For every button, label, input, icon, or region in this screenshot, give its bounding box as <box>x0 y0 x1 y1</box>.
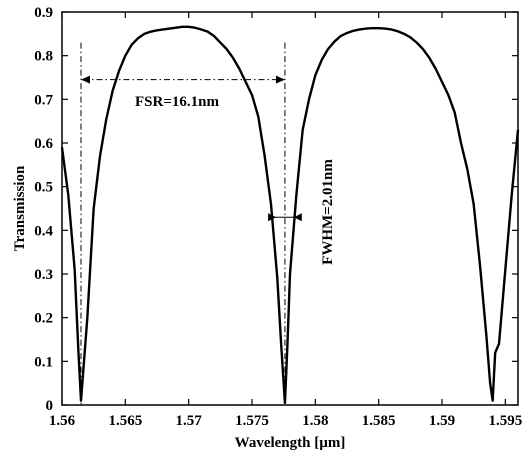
y-tick-label: 0.4 <box>34 223 53 239</box>
y-tick-label: 0.2 <box>34 311 53 327</box>
fsr-arrowhead-right <box>275 75 285 84</box>
y-tick-label: 0.3 <box>34 267 53 283</box>
plot-frame <box>61 11 519 406</box>
y-tick-label: 0.5 <box>34 180 53 196</box>
y-tick-label: 0.6 <box>34 136 53 152</box>
x-tick-label: 1.58 <box>302 413 328 429</box>
x-tick-label: 1.565 <box>108 413 142 429</box>
fsr-arrowhead-left <box>81 75 90 84</box>
x-tick-label: 1.59 <box>429 413 455 429</box>
ticks-layer: 1.56 1.565 1.57 1.575 1.58 1.585 1.59 1.595 0 0.1… <box>34 5 522 429</box>
x-tick-label: 1.585 <box>362 413 396 429</box>
x-axis-title: Wavelength [µm] <box>235 435 346 451</box>
annotation-layer: FSR=16.1nm FWHM=2.01nm <box>81 75 336 265</box>
y-tick-label: 0 <box>46 398 54 414</box>
x-tick-label: 1.595 <box>488 413 522 429</box>
transmission-line <box>60 25 520 405</box>
y-tick-label: 0.9 <box>34 5 53 21</box>
y-tick-label: 0.7 <box>34 92 53 108</box>
y-axis-title: Transmission <box>12 165 28 251</box>
reference-lines <box>80 42 286 405</box>
y-tick-label: 0.8 <box>34 49 53 65</box>
x-tick-label: 1.57 <box>176 413 203 429</box>
series-layer <box>60 25 520 405</box>
fsr-annotation: FSR=16.1nm <box>135 94 219 110</box>
fwhm-annotation: FWHM=2.01nm <box>320 159 336 265</box>
fwhm-arrowhead-right <box>293 213 302 222</box>
y-tick-label: 0.1 <box>34 354 53 370</box>
x-tick-label: 1.575 <box>235 413 269 429</box>
fwhm-arrowhead-left <box>268 213 277 222</box>
x-tick-label: 1.56 <box>49 413 76 429</box>
